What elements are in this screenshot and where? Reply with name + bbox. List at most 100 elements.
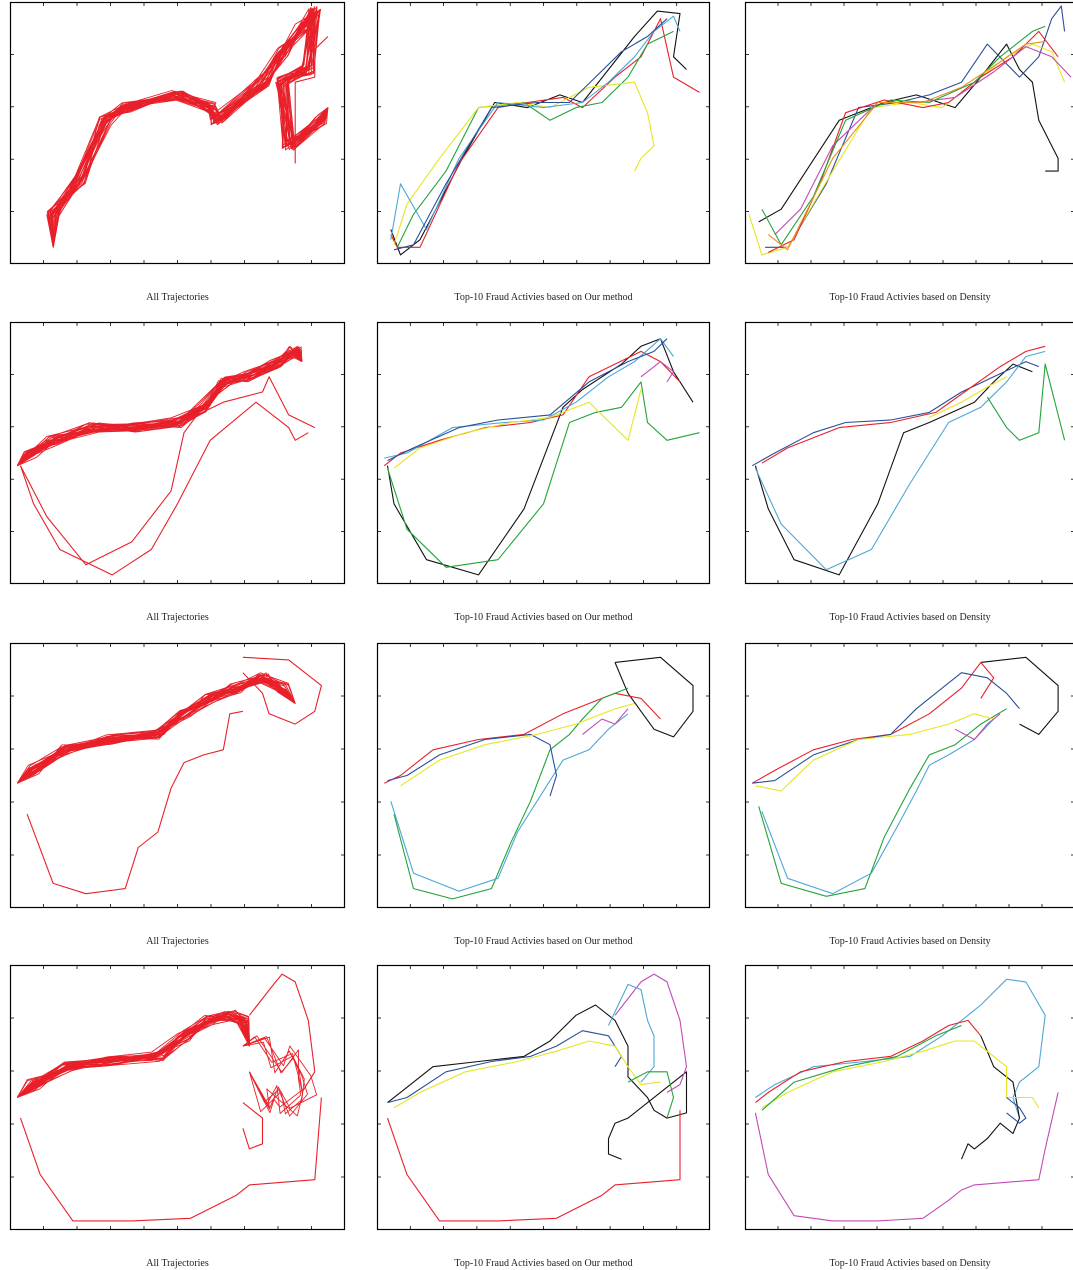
trajectory-lines (384, 656, 694, 900)
trajectory-line-2 (26, 710, 244, 895)
chart-panel-r4-c3 (744, 964, 1073, 1231)
trajectory-line-1 (52, 9, 329, 248)
trajectory-line-3 (20, 376, 316, 566)
trajectory-line-4 (390, 713, 629, 892)
panel-caption: All Trajectories (146, 292, 209, 303)
trajectory-line-3 (754, 350, 1046, 571)
panel-caption: Top-10 Fraud Activies based on Density (829, 936, 991, 947)
axis-ticks (377, 2, 710, 264)
trajectory-line-2 (19, 401, 309, 576)
trajectory-line-2 (19, 1097, 322, 1222)
trajectory-line-3 (614, 973, 688, 1093)
trajectory-lines (751, 345, 1066, 576)
axis-ticks (745, 2, 1073, 264)
trajectory-line-5 (774, 46, 1072, 235)
chart-panel-r3-c1 (9, 642, 346, 909)
trajectory-line-6 (1006, 1097, 1027, 1124)
plot-frame (744, 642, 1073, 909)
trajectory-line-3 (755, 1019, 982, 1104)
trajectory-line-4 (393, 81, 655, 245)
trajectory-plot (376, 642, 711, 909)
trajectory-line-2 (755, 978, 1046, 1119)
trajectory-lines (754, 978, 1059, 1222)
trajectory-line-1 (754, 1092, 1059, 1222)
trajectory-lines (390, 10, 700, 256)
chart-panel-r2-c1 (9, 321, 346, 585)
trajectory-line-1 (17, 346, 303, 467)
panel-caption: Top-10 Fraud Activies based on Our metho… (454, 936, 633, 947)
trajectory-line-1 (52, 6, 329, 248)
trajectory-line-6 (761, 25, 1046, 246)
trajectory-plot (9, 964, 346, 1231)
trajectory-line-4 (608, 983, 655, 1083)
trajectory-line-1 (17, 351, 303, 467)
trajectory-line-1 (16, 680, 296, 784)
trajectory-line-1 (16, 1019, 250, 1098)
axis-ticks (10, 965, 345, 1230)
axis-ticks (745, 322, 1073, 584)
trajectory-lines (16, 345, 316, 576)
chart-panel-r1-c1 (9, 1, 346, 265)
trajectory-line-6 (929, 376, 1007, 418)
trajectory-line-1 (52, 10, 329, 248)
trajectory-plot (744, 642, 1073, 909)
trajectory-line-1 (16, 673, 296, 784)
trajectory-line-3 (248, 973, 316, 1093)
chart-panel-r4-c2 (376, 964, 711, 1231)
trajectory-line-3 (386, 381, 700, 568)
panel-caption: Top-10 Fraud Activies based on Our metho… (454, 292, 633, 303)
trajectory-line-5 (242, 1102, 264, 1150)
panel-caption: Top-10 Fraud Activies based on Our metho… (454, 1258, 633, 1269)
trajectory-line-1 (386, 338, 694, 576)
panel-caption: Top-10 Fraud Activies based on Density (829, 612, 991, 623)
trajectory-line-3 (748, 43, 1066, 256)
trajectory-line-7 (640, 361, 675, 383)
trajectory-line-4 (986, 363, 1066, 441)
trajectory-lines (16, 973, 322, 1222)
axis-ticks (10, 322, 345, 584)
trajectory-line-2 (386, 1110, 681, 1222)
trajectory-line-6 (755, 713, 994, 792)
trajectory-line-4 (242, 1037, 318, 1109)
trajectory-line-7 (767, 41, 1046, 251)
axis-ticks (10, 643, 345, 908)
trajectory-line-4 (242, 1036, 305, 1115)
trajectory-lines (386, 973, 688, 1222)
trajectory-line-1 (980, 656, 1059, 735)
trajectory-line-3 (393, 687, 629, 900)
trajectory-line-4 (768, 30, 1059, 253)
trajectory-plot (376, 321, 711, 585)
chart-panel-r2-c3 (744, 321, 1073, 585)
trajectory-line-5 (761, 345, 1046, 464)
panel-caption: Top-10 Fraud Activies based on Density (829, 292, 991, 303)
trajectory-line-2 (390, 18, 700, 248)
trajectory-line-6 (393, 18, 668, 251)
trajectory-line-1 (17, 673, 296, 784)
trajectory-line-1 (390, 10, 687, 256)
trajectory-line-1 (17, 352, 303, 467)
axis-ticks (377, 322, 710, 584)
chart-panel-r1-c2 (376, 1, 711, 265)
plot-frame (9, 964, 346, 1231)
trajectory-line-1 (17, 672, 296, 784)
trajectory-line-6 (400, 702, 635, 787)
trajectory-line-7 (954, 713, 1001, 741)
trajectory-plot (744, 1, 1073, 265)
trajectory-line-1 (51, 8, 329, 248)
trajectory-line-5 (761, 718, 995, 895)
trajectory-line-1 (16, 345, 303, 467)
trajectory-lines (16, 656, 322, 895)
axis-ticks (377, 643, 710, 908)
trajectory-line-7 (761, 1024, 962, 1111)
trajectory-line-7 (627, 1071, 675, 1119)
trajectory-line-1 (754, 363, 1033, 576)
trajectory-line-1 (16, 347, 303, 467)
trajectory-line-1 (16, 678, 296, 784)
trajectory-line-2 (751, 661, 995, 784)
chart-panel-r3-c3 (744, 642, 1073, 909)
panel-caption: Top-10 Fraud Activies based on Density (829, 1258, 991, 1269)
chart-panel-r2-c2 (376, 321, 711, 585)
trajectory-line-1 (16, 673, 296, 784)
chart-panel-r4-c1 (9, 964, 346, 1231)
trajectory-line-1 (17, 346, 303, 467)
